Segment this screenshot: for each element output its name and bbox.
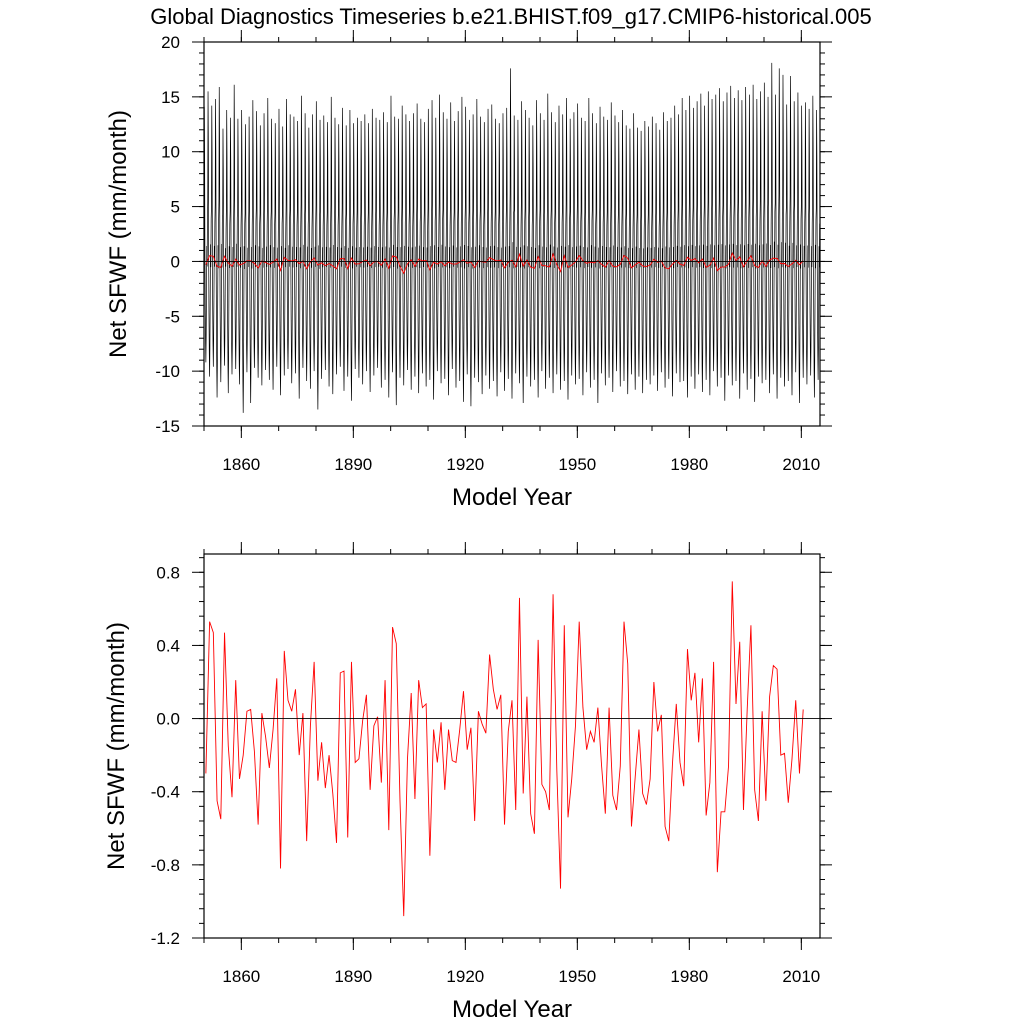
bottom-x-tick-label: 2010 bbox=[782, 967, 820, 986]
bottom-x-tick-label: 1950 bbox=[558, 967, 596, 986]
bottom-y-tick-label: 0.0 bbox=[156, 710, 180, 729]
bottom-y-tick-label: 0.4 bbox=[156, 636, 180, 655]
bottom-chart-panel: 1860 1890 1920 1950 1980 2010 -1.2 -0.8 -0.4 0.0 0… bbox=[103, 542, 832, 1023]
top-chart-panel: 1860 1890 1920 1950 1980 2010 -15 -10 -5 0 5 10 15 20… bbox=[105, 30, 832, 511]
bottom-y-tick-label: -0.8 bbox=[151, 856, 180, 875]
bottom-x-tick-label: 1980 bbox=[670, 967, 708, 986]
top-y-tick-label: 5 bbox=[171, 198, 180, 217]
top-series-annual-mean-line bbox=[205, 252, 804, 275]
bottom-y-tick-label: -0.4 bbox=[151, 783, 180, 802]
bottom-series-annual-mean-line bbox=[205, 581, 804, 917]
top-y-tick-label: -15 bbox=[155, 417, 180, 436]
bottom-plot-frame bbox=[203, 553, 821, 939]
figure-title: Global Diagnostics Timeseries b.e21.BHIS… bbox=[150, 4, 871, 29]
bottom-x-axis-label: Model Year bbox=[452, 996, 572, 1023]
top-y-tick-label: 0 bbox=[171, 252, 180, 271]
top-x-tick-label: 1890 bbox=[334, 455, 372, 474]
top-series-monthly-line bbox=[204, 62, 820, 413]
bottom-y-tick-label: 0.8 bbox=[156, 563, 180, 582]
top-y-tick-label: -5 bbox=[165, 307, 180, 326]
top-x-tick-label: 1980 bbox=[670, 455, 708, 474]
top-y-tick-label: 10 bbox=[161, 143, 180, 162]
bottom-y-axis-label: Net SFWF (mm/month) bbox=[103, 622, 130, 870]
top-x-tick-label: 2010 bbox=[782, 455, 820, 474]
top-y-axis-label: Net SFWF (mm/month) bbox=[105, 110, 132, 358]
top-x-tick-label: 1860 bbox=[222, 455, 260, 474]
bottom-x-tick-label: 1890 bbox=[334, 967, 372, 986]
top-x-axis-label: Model Year bbox=[452, 484, 572, 511]
top-y-tick-label: 20 bbox=[161, 33, 180, 52]
top-y-tick-label: 15 bbox=[161, 88, 180, 107]
bottom-y-tick-label: -1.2 bbox=[151, 929, 180, 948]
top-x-tick-label: 1920 bbox=[446, 455, 484, 474]
bottom-x-tick-label: 1860 bbox=[222, 967, 260, 986]
top-x-tick-label: 1950 bbox=[558, 455, 596, 474]
top-y-tick-label: -10 bbox=[155, 362, 180, 381]
bottom-x-tick-label: 1920 bbox=[446, 967, 484, 986]
top-plot-frame bbox=[203, 41, 821, 427]
